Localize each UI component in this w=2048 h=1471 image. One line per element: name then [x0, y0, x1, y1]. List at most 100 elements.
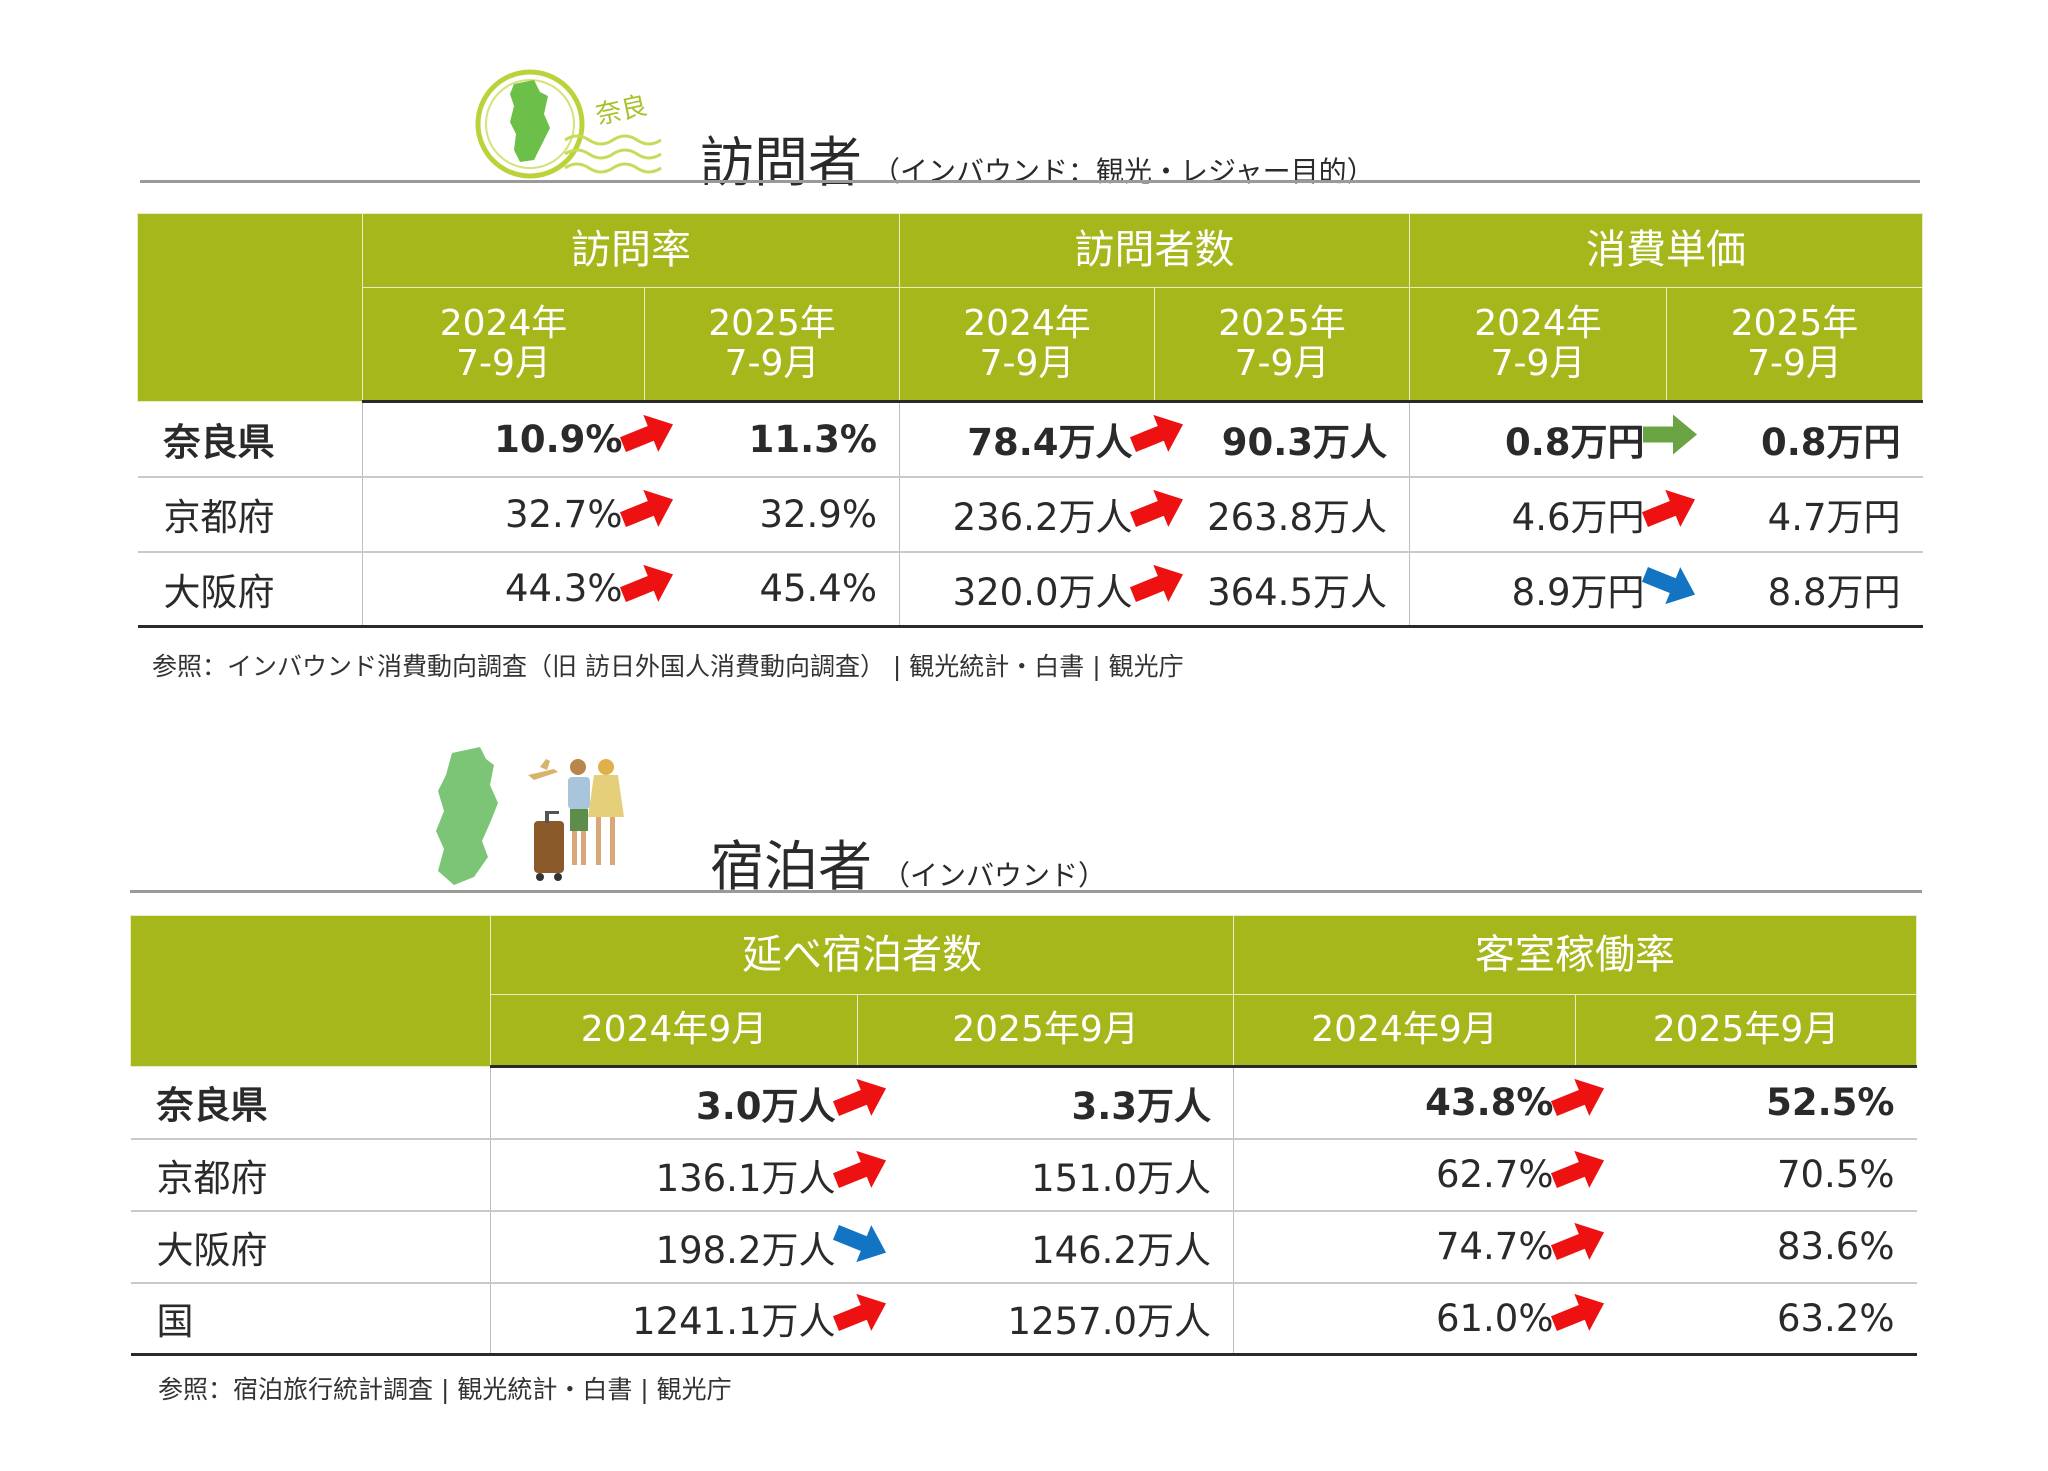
value-cell: 11.3%: [644, 401, 900, 478]
trend-arrow-icon: [1548, 1288, 1610, 1349]
trend-arrow-shape: [832, 1294, 886, 1332]
value-cell: 44.3%: [362, 551, 673, 628]
value-cell: 43.8%: [1233, 1066, 1604, 1140]
visitors-title: 訪問者 （インバウンド：観光・レジャー目的）: [700, 118, 1375, 197]
trend-arrow-shape: [1550, 1222, 1604, 1260]
table-row: 大阪府 198.2万人 146.2万人 74.7% 83.6%: [130, 1210, 1917, 1284]
visitors-group-header: 訪問者数: [899, 213, 1410, 288]
visitors-header-corner: [137, 213, 363, 402]
value-cell: 364.5万人: [1154, 551, 1410, 628]
trend-arrow-shape: [832, 1078, 886, 1116]
value-cell: 1257.0万人: [857, 1282, 1234, 1356]
period-header: 2024年 7-9月: [1409, 287, 1667, 403]
period-header: 2025年9月: [857, 994, 1234, 1068]
trend-arrow-icon: [617, 409, 679, 470]
row-label: 京都府: [137, 476, 363, 553]
value-cell: 263.8万人: [1154, 476, 1410, 553]
table-row: 京都府 136.1万人 151.0万人 62.7% 70.5%: [130, 1138, 1917, 1212]
travelers-illustration: [430, 745, 640, 890]
value-cell: 4.6万円: [1409, 476, 1695, 553]
trend-arrow-shape: [1129, 564, 1183, 602]
trend-arrow-shape: [619, 564, 673, 602]
lodging-title-sub: （インバウンド）: [882, 859, 1107, 892]
value-cell: 62.7%: [1233, 1138, 1604, 1212]
visitors-group-header: 消費単価: [1409, 213, 1923, 288]
value-cell: 78.4万人: [899, 401, 1183, 478]
value-cell: 90.3万人: [1154, 401, 1410, 478]
trend-arrow-icon: [617, 484, 679, 545]
nara-stamp-icon: [475, 69, 662, 179]
visitors-group-header: 訪問率: [362, 213, 900, 288]
lodging-table: 延べ宿泊者数 客室稼働率 2024年9月 2025年9月 2024年9月 202…: [130, 915, 1917, 1356]
value-cell: 32.7%: [362, 476, 673, 553]
row-label: 奈良県: [137, 401, 363, 478]
period-header: 2024年 7-9月: [899, 287, 1155, 403]
value-cell: 198.2万人: [490, 1210, 886, 1284]
trend-arrow-icon: [830, 1288, 892, 1349]
value-cell: 70.5%: [1575, 1138, 1917, 1212]
trend-arrow-shape: [1642, 414, 1697, 455]
value-cell: 3.0万人: [490, 1066, 886, 1140]
value-cell: 320.0万人: [899, 551, 1183, 628]
trend-arrow-icon: [1639, 558, 1701, 619]
value-cell: 151.0万人: [857, 1138, 1234, 1212]
trend-arrow-icon: [1639, 409, 1701, 470]
trend-arrow-icon: [830, 1144, 892, 1205]
value-cell: 61.0%: [1233, 1282, 1604, 1356]
table-row: 国 1241.1万人 1257.0万人 61.0% 63.2%: [130, 1282, 1917, 1356]
trend-arrow-shape: [1129, 489, 1183, 528]
value-cell: 10.9%: [362, 401, 673, 478]
value-cell: 45.4%: [644, 551, 900, 628]
row-label: 大阪府: [130, 1210, 491, 1284]
value-cell: 83.6%: [1575, 1210, 1917, 1284]
trend-arrow-shape: [1550, 1150, 1604, 1188]
visitors-title-rule: [140, 180, 1920, 183]
value-cell: 52.5%: [1575, 1066, 1917, 1140]
trend-arrow-icon: [1639, 484, 1701, 545]
value-cell: 0.8万円: [1409, 401, 1697, 478]
trend-arrow-icon: [1548, 1144, 1610, 1205]
trend-arrow-icon: [1548, 1216, 1610, 1277]
lodging-title-main: 宿泊者: [710, 835, 872, 898]
row-label: 国: [130, 1282, 491, 1356]
value-cell: 3.3万人: [857, 1066, 1234, 1140]
lodging-title: 宿泊者 （インバウンド）: [710, 822, 1106, 901]
trend-arrow-icon: [1127, 409, 1189, 470]
value-cell: 32.9%: [644, 476, 900, 553]
period-header: 2025年9月: [1575, 994, 1917, 1068]
value-cell: 8.9万円: [1409, 551, 1695, 628]
period-header: 2024年 7-9月: [362, 287, 645, 403]
trend-arrow-icon: [1548, 1072, 1610, 1133]
trend-arrow-icon: [1127, 558, 1189, 619]
trend-arrow-shape: [1641, 489, 1695, 528]
visitors-title-main: 訪問者: [700, 131, 862, 194]
nara-stamp-illustration: 奈良: [470, 62, 680, 187]
period-header: 2025年 7-9月: [644, 287, 900, 403]
period-header: 2025年 7-9月: [1666, 287, 1923, 403]
period-header: 2024年9月: [490, 994, 858, 1068]
trend-arrow-shape: [832, 1150, 886, 1188]
table-row: 奈良県 10.9% 11.3% 78.4万人 90.3万人 0.8万円 0.8万…: [137, 401, 1923, 478]
trend-arrow-icon: [617, 558, 679, 619]
value-cell: 74.7%: [1233, 1210, 1604, 1284]
table-row: 京都府 32.7% 32.9% 236.2万人 263.8万人 4.6万円 4.…: [137, 476, 1923, 553]
trend-arrow-icon: [1127, 484, 1189, 545]
trend-arrow-shape: [832, 1224, 886, 1262]
value-cell: 236.2万人: [899, 476, 1183, 553]
value-cell: 63.2%: [1575, 1282, 1917, 1356]
trend-arrow-icon: [830, 1072, 892, 1133]
period-header: 2024年9月: [1233, 994, 1576, 1068]
travelers-with-map-icon: [436, 747, 624, 885]
visitors-title-sub: （インバウンド：観光・レジャー目的）: [872, 155, 1375, 188]
row-label: 京都府: [130, 1138, 491, 1212]
trend-arrow-shape: [1550, 1078, 1604, 1116]
value-cell: 8.8万円: [1666, 551, 1923, 628]
trend-arrow-shape: [1641, 566, 1695, 604]
lodging-title-rule: [130, 890, 1922, 893]
trend-arrow-shape: [619, 489, 673, 528]
trend-arrow-shape: [619, 415, 673, 453]
lodging-group-header: 客室稼働率: [1233, 915, 1917, 995]
trend-arrow-shape: [1129, 415, 1183, 453]
value-cell: 136.1万人: [490, 1138, 886, 1212]
row-label: 奈良県: [130, 1066, 491, 1140]
